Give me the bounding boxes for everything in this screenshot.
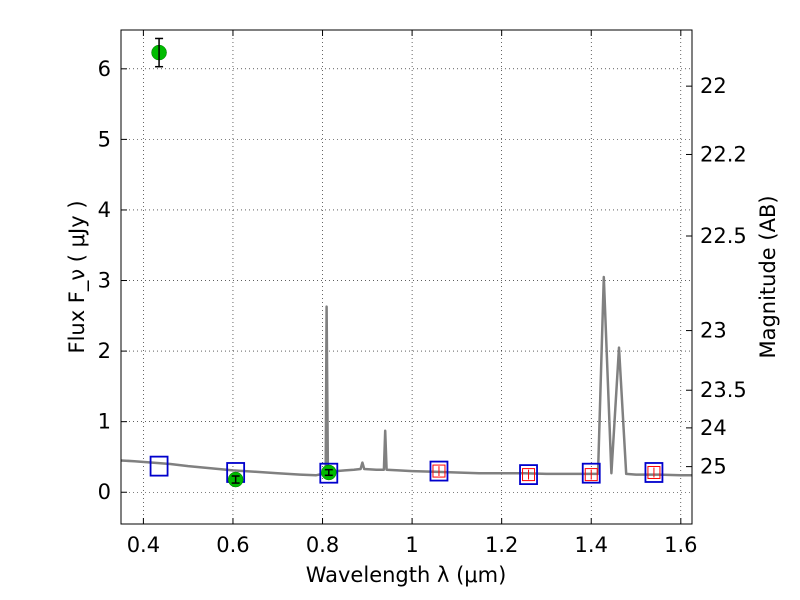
grid-layer bbox=[121, 30, 692, 524]
spectrum-line bbox=[120, 275, 692, 477]
x-tick-label: 1 bbox=[405, 533, 418, 557]
model-photometry-square bbox=[644, 462, 664, 483]
model-photometry-square bbox=[319, 462, 339, 484]
y-tick-label: 1 bbox=[98, 410, 111, 434]
x-tick-label: 0.6 bbox=[216, 533, 249, 557]
model-photometry-square bbox=[429, 460, 449, 482]
x-tick-label: 0.4 bbox=[127, 533, 160, 557]
observed-nir-square bbox=[522, 468, 536, 482]
observed-nir-square bbox=[432, 464, 446, 478]
x-tick-label: 1.4 bbox=[575, 533, 608, 557]
y2-tick-label: 23 bbox=[700, 319, 727, 343]
y2-tick-label: 25 bbox=[700, 455, 727, 479]
model-photometry-square bbox=[519, 464, 538, 486]
y-tick-label: 2 bbox=[98, 339, 111, 363]
observed-nir-square bbox=[647, 465, 661, 479]
y2-tick-label: 22 bbox=[700, 74, 727, 98]
y-tick-label: 3 bbox=[98, 269, 111, 293]
y-tick-label: 4 bbox=[98, 198, 111, 222]
observed-nir-square bbox=[584, 468, 598, 482]
y-tick-label: 6 bbox=[98, 57, 111, 81]
y-tick-label: 5 bbox=[98, 127, 111, 151]
y-tick-label: 0 bbox=[98, 480, 111, 504]
x-tick-label: 0.8 bbox=[306, 533, 339, 557]
y-axis-label: Flux F_ν ( μJy ) bbox=[65, 200, 90, 353]
y2-tick-label: 22.2 bbox=[700, 142, 747, 166]
tick-layer: 0.4 0.6 0.8 1 1.2 1.4 1.601234562222.222.52323… bbox=[98, 30, 747, 557]
x-axis-label: Wavelength λ (μm) bbox=[306, 563, 507, 587]
plot-layer bbox=[120, 37, 692, 488]
y2-tick-label: 23.5 bbox=[700, 378, 747, 402]
y2-axis-label: Magnitude (AB) bbox=[756, 195, 780, 358]
y2-tick-label: 24 bbox=[700, 416, 727, 440]
y2-tick-label: 22.5 bbox=[700, 224, 747, 248]
model-photometry-square bbox=[149, 455, 169, 477]
plot-frame bbox=[120, 29, 693, 525]
x-tick-label: 1.6 bbox=[664, 533, 697, 557]
model-photometry-square bbox=[581, 462, 601, 484]
x-tick-label: 1.2 bbox=[485, 533, 518, 557]
